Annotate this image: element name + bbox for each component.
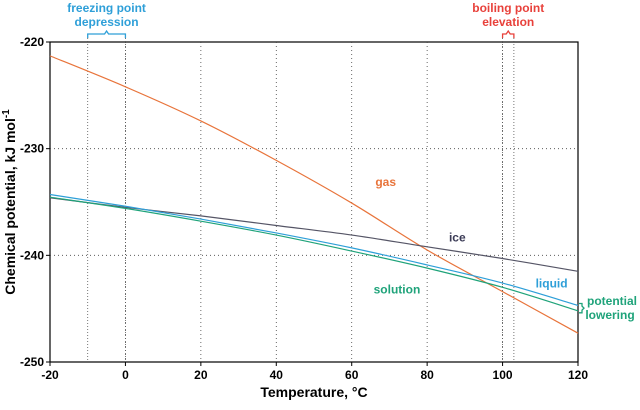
freezing-point-depression-label-line2: depression	[75, 15, 139, 29]
series-label-solution: solution	[374, 283, 421, 297]
potential-lowering-label-line2: lowering	[585, 308, 634, 322]
x-tick-label: 120	[568, 368, 588, 382]
freezing-point-depression-brace	[87, 29, 127, 38]
y-tick-label: -220	[20, 35, 44, 49]
x-tick-label: 100	[493, 368, 513, 382]
x-tick-label: 60	[345, 368, 359, 382]
y-tick-label: -230	[20, 142, 44, 156]
series-line-gas	[49, 55, 579, 334]
y-axis-label: Chemical potential, kJ mol-1	[1, 109, 18, 295]
series-labels: gas ice liquid solution	[374, 175, 568, 297]
x-tick-label: 40	[270, 368, 284, 382]
series-line-liquid	[49, 193, 579, 307]
grid-lines	[50, 42, 578, 362]
x-tick-label: -20	[41, 368, 59, 382]
series-group	[49, 55, 579, 334]
y-axis-label-main: Chemical potential, kJ mol	[2, 118, 18, 295]
y-axis-ticks: -250 -240 -230 -220	[20, 35, 50, 369]
series-line-solution	[49, 196, 579, 312]
series-line-ice	[49, 197, 579, 272]
y-axis-label-superscript: -1	[1, 109, 12, 118]
series-label-gas: gas	[375, 175, 396, 189]
freezing-point-depression-label-line1: freezing point	[67, 1, 146, 15]
boiling-point-elevation-label-line1: boiling point	[472, 1, 544, 15]
y-tick-label: -250	[20, 355, 44, 369]
y-tick-label: -240	[20, 248, 44, 262]
series-label-liquid: liquid	[536, 276, 568, 290]
x-tick-label: 20	[194, 368, 208, 382]
potential-lowering-label-line1: potential	[587, 294, 637, 308]
reference-lines	[87, 38, 515, 362]
series-label-ice: ice	[449, 230, 466, 244]
x-axis-label: Temperature, °C	[260, 384, 367, 400]
boiling-point-elevation-brace	[501, 29, 515, 38]
x-tick-label: 80	[420, 368, 434, 382]
x-axis-ticks: -20 0 20 40 60 80 100 120	[41, 362, 588, 382]
boiling-point-elevation-label-line2: elevation	[482, 15, 534, 29]
plot-frame	[49, 41, 579, 363]
potential-lowering-brace	[579, 302, 585, 314]
x-tick-label: 0	[122, 368, 129, 382]
